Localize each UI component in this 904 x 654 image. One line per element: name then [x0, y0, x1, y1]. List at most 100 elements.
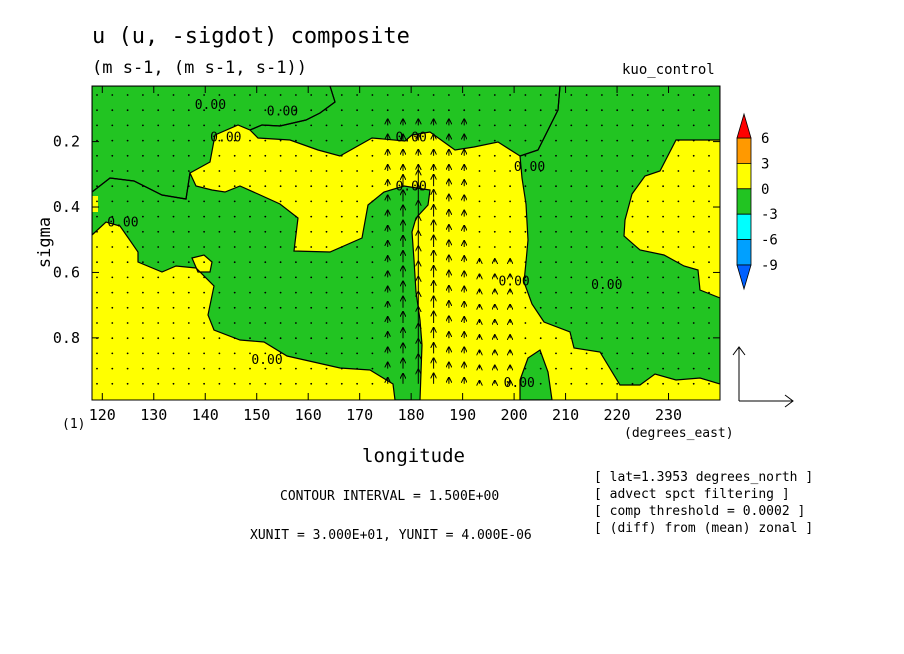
vector-dot — [601, 337, 603, 340]
vector-dot — [371, 230, 374, 233]
vector-dot — [96, 276, 98, 279]
vector-dot — [631, 215, 634, 218]
vector-dot — [692, 291, 695, 294]
vector-dot — [539, 170, 542, 172]
vector-dot — [203, 154, 206, 157]
vector-dot — [96, 306, 98, 309]
colorbar-label: -6 — [761, 233, 778, 249]
vector-dot — [249, 185, 251, 188]
vector-dot — [509, 185, 511, 188]
vector-dot — [417, 94, 420, 96]
vector-dot — [295, 337, 297, 340]
vector-dot — [203, 352, 206, 355]
y-tick-label: 0.8 — [53, 329, 80, 347]
vector-dot — [631, 337, 634, 340]
vector-dot — [218, 109, 221, 112]
vector-dot — [509, 246, 511, 248]
vector-dot — [509, 230, 511, 233]
vector-dot — [356, 291, 358, 294]
vector-dot — [187, 306, 190, 309]
vector-dot — [187, 337, 190, 340]
vector-dot — [539, 306, 542, 309]
vector-dot — [631, 322, 634, 324]
vector-dot — [218, 246, 221, 248]
vector-dot — [478, 170, 481, 172]
vector-dot — [570, 170, 573, 172]
vector-dot — [585, 124, 588, 127]
vector-dot — [142, 200, 144, 203]
vector-dot — [555, 261, 557, 264]
vector-dot — [631, 185, 634, 188]
vector-dot — [279, 154, 282, 157]
zero-contour — [92, 170, 431, 400]
vector-dot — [279, 185, 282, 188]
vector-dot — [708, 261, 710, 264]
vector-dot — [509, 200, 511, 203]
vector-dot — [539, 185, 542, 188]
vector-dot — [310, 154, 313, 157]
vector-dot — [310, 367, 313, 370]
contour-label: 0.00 — [195, 98, 226, 113]
vector-dot — [677, 230, 680, 233]
vector-dot — [539, 352, 542, 355]
vector-dot — [555, 185, 557, 188]
vector-dot — [524, 154, 527, 157]
vector-dot — [157, 337, 160, 340]
vector-dot — [279, 337, 282, 340]
vector-dot — [203, 215, 206, 218]
vector-dot — [340, 230, 343, 233]
vector-dot — [218, 367, 221, 370]
vector-dot — [157, 154, 160, 157]
vector-dot — [524, 276, 527, 279]
vector-dot — [601, 306, 603, 309]
vector-dot — [692, 215, 695, 218]
x-tick-label: 200 — [501, 406, 528, 424]
vector-dot — [218, 230, 221, 233]
vector-dot — [570, 276, 573, 279]
contour-interval: CONTOUR INTERVAL = 1.500E+00 — [280, 489, 500, 504]
vector-dot — [310, 94, 313, 96]
vector-dot — [585, 200, 588, 203]
x-tick-label: 190 — [449, 406, 476, 424]
vector-dot — [187, 154, 190, 157]
vector-dot — [631, 382, 634, 385]
colorbar-segment — [736, 137, 752, 164]
vector-dot — [126, 94, 129, 96]
vector-dot — [340, 109, 343, 112]
vector-dot — [677, 170, 680, 172]
vector-dot — [555, 200, 557, 203]
vector-dot — [142, 352, 144, 355]
vector-dot — [157, 185, 160, 188]
vector-dot — [111, 109, 114, 112]
vector-dot — [616, 94, 619, 96]
vector-dot — [325, 200, 328, 203]
vector-dot — [662, 246, 664, 248]
vector-dot — [218, 337, 221, 340]
vector-dot — [295, 124, 297, 127]
vector-dot — [524, 382, 527, 385]
vector-dot — [249, 382, 251, 385]
vector-dot — [264, 261, 267, 264]
vector-dot — [203, 139, 206, 142]
vector-dot — [570, 109, 573, 112]
vector-dot — [203, 306, 206, 309]
vector-dot — [555, 291, 557, 294]
vector-dot — [601, 246, 603, 248]
vector-dot — [371, 109, 374, 112]
vector-dot — [264, 124, 267, 127]
vector-dot — [218, 200, 221, 203]
vector-dot — [157, 215, 160, 218]
vector-dot — [646, 291, 649, 294]
vector-dot — [631, 170, 634, 172]
vector-dot — [295, 94, 297, 96]
vector-dot — [539, 139, 542, 142]
vector-dot — [708, 382, 710, 385]
vector-dot — [692, 185, 695, 188]
vector-dot — [264, 337, 267, 340]
vector-dot — [585, 352, 588, 355]
vector-dot — [692, 276, 695, 279]
vector-dot — [279, 367, 282, 370]
vector-dot — [126, 306, 129, 309]
vector-dot — [539, 337, 542, 340]
